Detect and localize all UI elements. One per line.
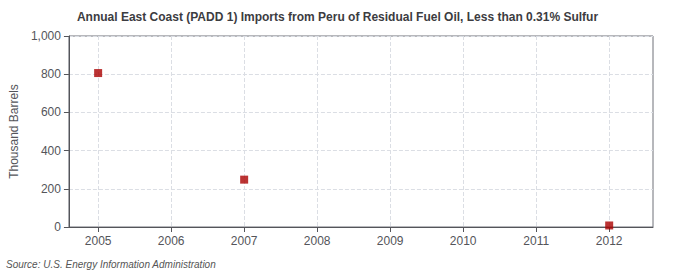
svg-text:200: 200 [41,182,61,196]
svg-text:600: 600 [41,105,61,119]
svg-text:800: 800 [41,67,61,81]
svg-text:2010: 2010 [450,234,477,248]
svg-text:2005: 2005 [85,234,112,248]
svg-text:2006: 2006 [158,234,185,248]
svg-text:2007: 2007 [231,234,258,248]
svg-text:Thousand Barrels: Thousand Barrels [7,84,21,179]
svg-text:2009: 2009 [377,234,404,248]
svg-text:400: 400 [41,144,61,158]
svg-text:1,000: 1,000 [31,29,61,43]
svg-text:0: 0 [54,220,61,234]
svg-text:2012: 2012 [596,234,623,248]
svg-text:2011: 2011 [523,234,549,248]
svg-text:2008: 2008 [304,234,331,248]
svg-text:Source: U.S. Energy Informatio: Source: U.S. Energy Information Administ… [6,259,216,270]
svg-text:Annual East Coast (PADD 1) Imp: Annual East Coast (PADD 1) Imports from … [77,10,599,24]
